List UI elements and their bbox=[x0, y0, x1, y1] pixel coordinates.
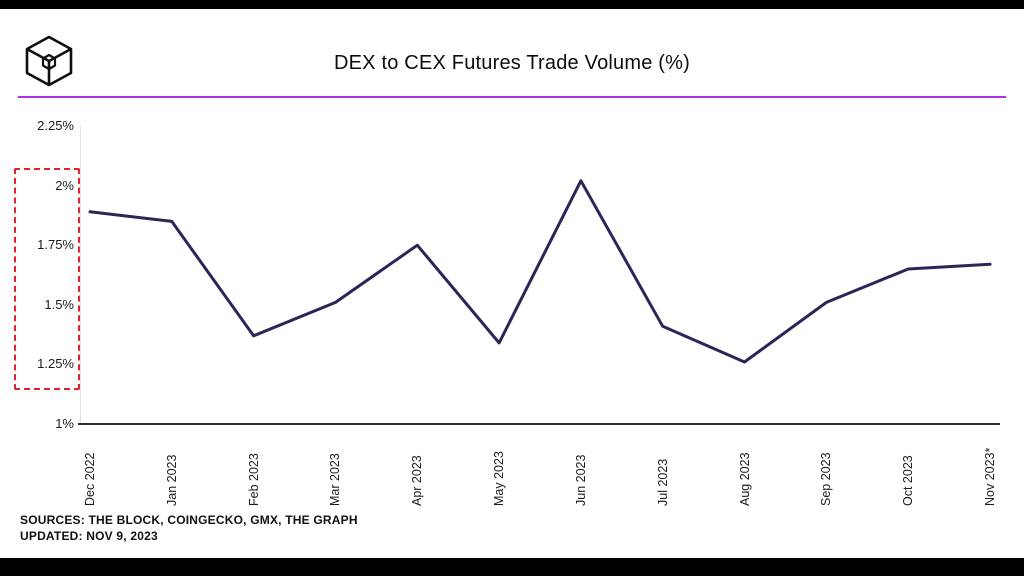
footer-sources: SOURCES: THE BLOCK, COINGECKO, GMX, THE … bbox=[20, 512, 358, 544]
y-axis-tick-label: 2% bbox=[55, 177, 74, 193]
chart-line bbox=[88, 179, 992, 364]
x-axis-tick-label: Mar 2023 bbox=[328, 453, 343, 506]
x-axis-tick-label: Nov 2023* bbox=[983, 447, 997, 506]
x-axis-tick-label: Dec 2022 bbox=[83, 452, 97, 506]
y-axis-tick-label: 1.5% bbox=[44, 296, 74, 312]
accent-divider bbox=[18, 96, 1006, 98]
y-axis-tick-label: 2.25% bbox=[37, 118, 74, 133]
x-axis-line bbox=[78, 423, 1000, 425]
y-axis-tick-label: 1.25% bbox=[37, 356, 74, 372]
x-axis-tick-label: Aug 2023 bbox=[737, 452, 752, 506]
sources-text: SOURCES: THE BLOCK, COINGECKO, GMX, THE … bbox=[20, 513, 358, 527]
top-black-bar bbox=[0, 0, 1024, 9]
y-axis-tick-label: 1% bbox=[55, 416, 74, 431]
x-axis-tick-label: Apr 2023 bbox=[410, 455, 425, 506]
y-axis-tick-label: 1.75% bbox=[37, 237, 74, 253]
updated-text: UPDATED: NOV 9, 2023 bbox=[20, 529, 158, 543]
block-logo-icon bbox=[22, 34, 76, 88]
x-axis-tick-label: Jun 2023 bbox=[573, 454, 588, 506]
y-axis-line bbox=[80, 126, 81, 424]
x-axis-tick-label: Oct 2023 bbox=[901, 455, 916, 506]
highlight-dashed-box bbox=[14, 168, 80, 390]
bottom-black-bar bbox=[0, 558, 1024, 576]
x-axis-tick-label: May 2023 bbox=[492, 451, 507, 506]
chart-title: DEX to CEX Futures Trade Volume (%) bbox=[333, 52, 691, 74]
plot-area bbox=[88, 179, 992, 364]
x-axis-tick-label: Sep 2023 bbox=[819, 452, 834, 506]
x-axis-tick-label: Jul 2023 bbox=[655, 458, 670, 506]
x-axis-tick-label: Feb 2023 bbox=[246, 453, 261, 506]
x-axis-tick-label: Jan 2023 bbox=[164, 454, 179, 506]
